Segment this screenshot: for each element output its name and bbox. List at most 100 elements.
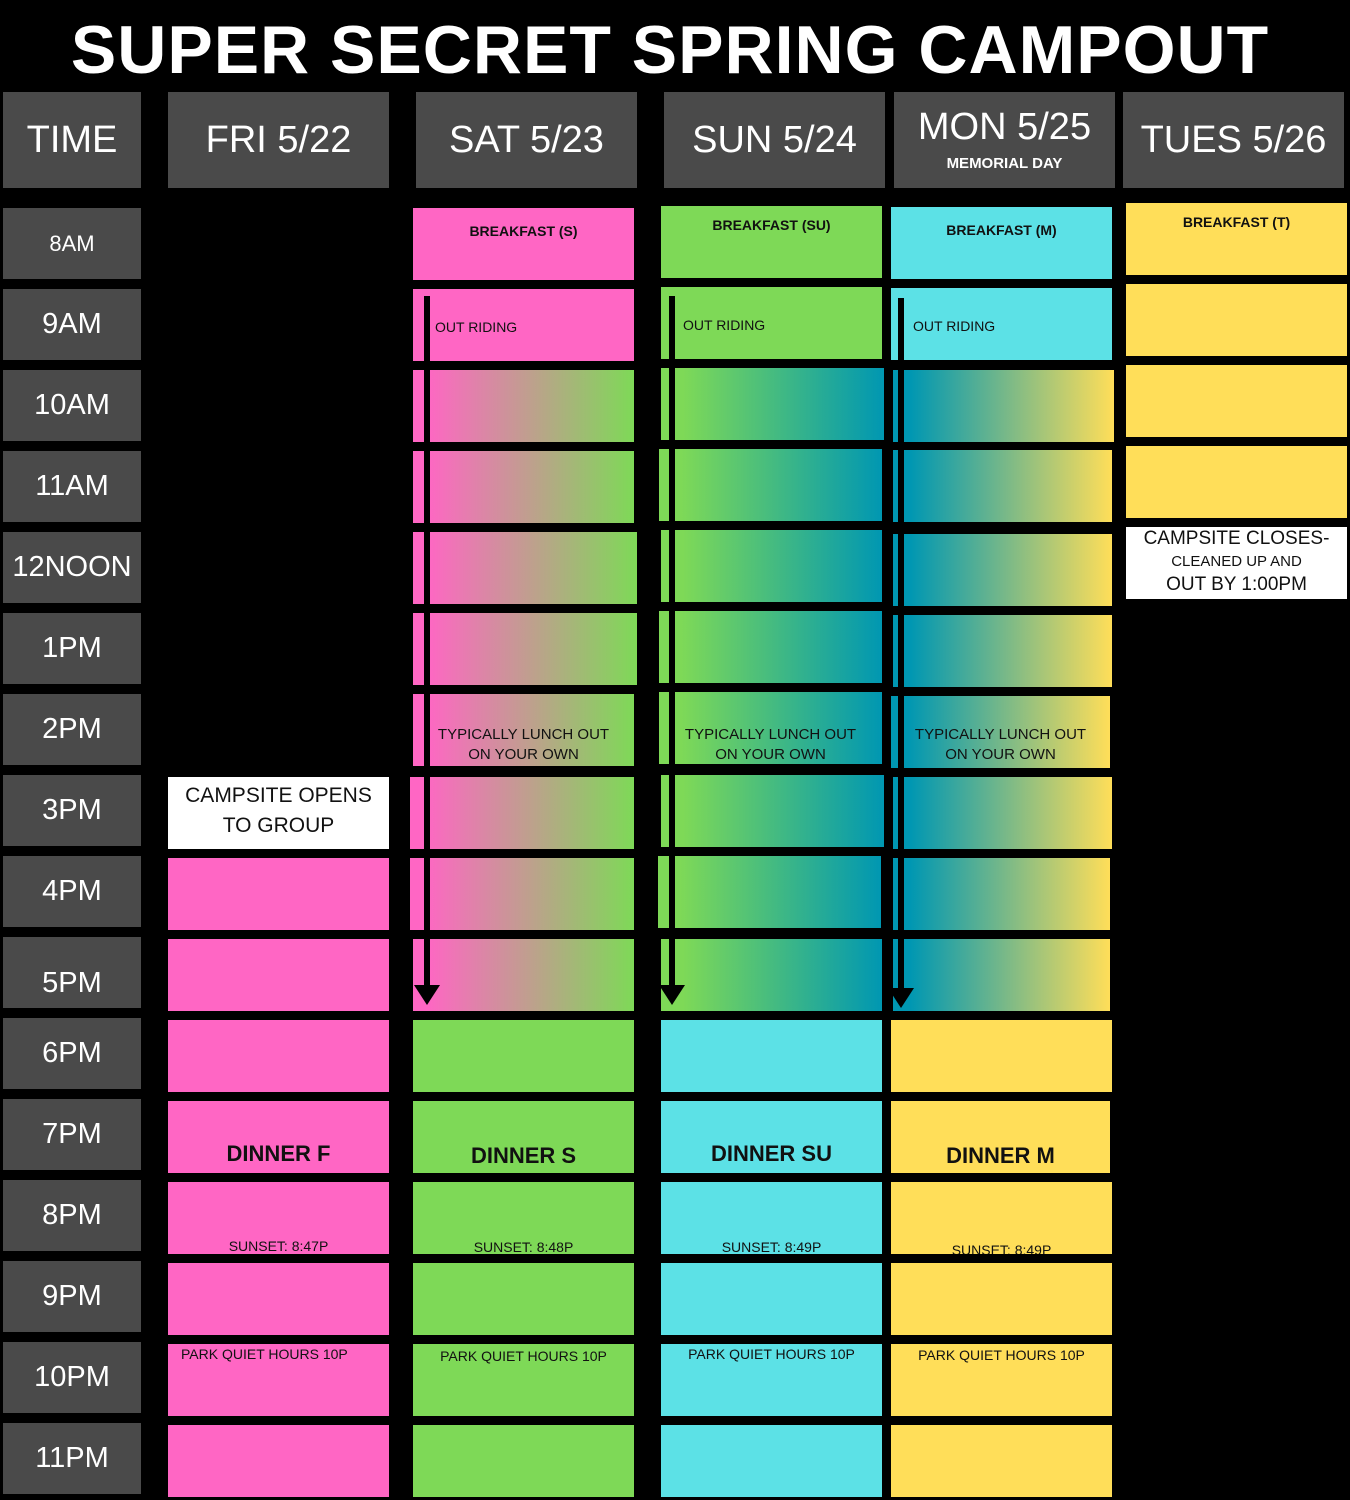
sat-slot-6pm	[413, 1020, 634, 1092]
header-sun: SUN 5/24	[664, 92, 885, 188]
fri-quiet-label: PARK QUIET HOURS 10P	[181, 1346, 348, 1362]
sun-out-riding: OUT RIDING	[661, 287, 882, 359]
mon-slot-10am	[893, 370, 1114, 442]
sun-quiet-hours: PARK QUIET HOURS 10P	[661, 1344, 882, 1416]
sat-riding-label: OUT RIDING	[435, 319, 518, 335]
sat-riding-arrow-line	[424, 296, 430, 986]
fri-opens-line-2: TO GROUP	[222, 814, 335, 837]
tue-campsite-closes: CAMPSITE CLOSES- CLEANED UP AND OUT BY 1…	[1126, 527, 1347, 599]
fri-slot-4pm	[168, 858, 389, 930]
mon-lunch-line-2: ON YOUR OWN	[945, 746, 1056, 763]
sun-slot-6pm	[661, 1020, 882, 1092]
sat-lunch-line-2: ON YOUR OWN	[468, 746, 579, 763]
sun-slot-1pm	[659, 611, 882, 683]
sun-quiet-label: PARK QUIET HOURS 10P	[688, 1346, 855, 1362]
header-tue-label: TUES 5/26	[1140, 119, 1327, 161]
tue-closes-line-3: OUT BY 1:00PM	[1166, 574, 1307, 595]
time-label: 10AM	[3, 370, 141, 441]
sat-dinner: DINNER S	[413, 1101, 634, 1173]
tue-slot-11am	[1126, 446, 1347, 518]
tue-slot-10am	[1126, 365, 1347, 437]
sun-slot-12noon	[661, 530, 882, 602]
fri-dinner-label: DINNER F	[226, 1141, 331, 1166]
sat-riding-arrow-head	[414, 985, 440, 1005]
fri-opens-line-1: CAMPSITE OPENS	[185, 784, 372, 807]
time-label: 5PM	[3, 937, 141, 1008]
fri-slot-9pm	[168, 1263, 389, 1335]
sat-quiet-label: PARK QUIET HOURS 10P	[440, 1348, 607, 1364]
header-mon-label: MON 5/25	[917, 106, 1092, 148]
sun-sunset-label: SUNSET: 8:49P	[721, 1239, 822, 1254]
sun-breakfast-label: BREAKFAST (SU)	[712, 217, 831, 233]
header-sun-label: SUN 5/24	[692, 119, 857, 161]
time-label: 9AM	[3, 289, 141, 360]
time-label: 4PM	[3, 856, 141, 927]
tue-closes-line-2: CLEANED UP AND	[1171, 553, 1302, 570]
time-label: 11PM	[3, 1423, 141, 1494]
mon-sunset: SUNSET: 8:49P	[891, 1182, 1112, 1254]
mon-riding-label: OUT RIDING	[913, 318, 996, 334]
time-label: 8PM	[3, 1180, 141, 1251]
sat-out-riding: OUT RIDING	[413, 289, 634, 361]
sun-slot-11pm	[661, 1425, 882, 1497]
mon-dinner: DINNER M	[891, 1101, 1110, 1173]
mon-out-riding: OUT RIDING	[891, 288, 1112, 360]
mon-slot-11am	[893, 450, 1112, 522]
header-sat-label: SAT 5/23	[449, 119, 604, 161]
mon-sunset-label: SUNSET: 8:49P	[951, 1242, 1052, 1254]
sat-slot-1pm	[413, 613, 637, 685]
header-fri-label: FRI 5/22	[205, 119, 352, 161]
mon-slot-3pm	[893, 777, 1112, 849]
sun-lunch: TYPICALLY LUNCH OUT ON YOUR OWN	[659, 692, 882, 764]
time-label: 2PM	[3, 694, 141, 765]
header-time: TIME	[3, 92, 141, 188]
time-label: 3PM	[3, 775, 141, 846]
mon-riding-arrow-head	[888, 988, 914, 1008]
fri-quiet-hours: PARK QUIET HOURS 10P	[168, 1344, 389, 1416]
header-time-label: TIME	[26, 119, 118, 161]
fri-campsite-opens: CAMPSITE OPENS TO GROUP	[168, 777, 389, 849]
fri-slot-11pm	[168, 1425, 389, 1497]
sat-slot-3pm	[410, 777, 634, 849]
mon-slot-9pm	[891, 1263, 1112, 1335]
sun-slot-3pm	[661, 775, 884, 847]
time-label: 10PM	[3, 1342, 141, 1413]
time-label: 8AM	[3, 208, 141, 279]
sat-slot-11pm	[413, 1425, 634, 1497]
header-fri: FRI 5/22	[168, 92, 389, 188]
tue-breakfast: BREAKFAST (T)	[1126, 203, 1347, 275]
mon-slot-11pm	[891, 1425, 1112, 1497]
sun-breakfast: BREAKFAST (SU)	[661, 206, 882, 278]
sun-riding-arrow-head	[659, 985, 685, 1005]
time-label: 11AM	[3, 451, 141, 522]
time-label: 9PM	[3, 1261, 141, 1332]
mon-slot-1pm	[893, 615, 1112, 687]
sun-dinner-label: DINNER SU	[710, 1141, 832, 1166]
tue-slot-9am	[1126, 284, 1347, 356]
mon-breakfast: BREAKFAST (M)	[891, 207, 1112, 279]
header-sat: SAT 5/23	[416, 92, 637, 188]
sun-lunch-line-1: TYPICALLY LUNCH OUT	[684, 726, 857, 743]
sun-slot-9pm	[661, 1263, 882, 1335]
sat-lunch-line-1: TYPICALLY LUNCH OUT	[437, 726, 610, 743]
time-label: 6PM	[3, 1018, 141, 1089]
sun-slot-4pm	[658, 856, 881, 928]
sat-slot-12noon	[413, 532, 637, 604]
sat-quiet-hours: PARK QUIET HOURS 10P	[413, 1344, 634, 1416]
mon-quiet-hours: PARK QUIET HOURS 10P	[891, 1344, 1112, 1416]
time-label: 12NOON	[3, 532, 141, 603]
sun-dinner: DINNER SU	[661, 1101, 882, 1173]
time-label: 7PM	[3, 1099, 141, 1170]
sun-riding-label: OUT RIDING	[683, 317, 766, 333]
sat-dinner-label: DINNER S	[470, 1143, 577, 1168]
sat-slot-4pm	[410, 858, 634, 930]
mon-slot-6pm	[891, 1020, 1112, 1092]
sat-lunch: TYPICALLY LUNCH OUT ON YOUR OWN	[413, 694, 634, 766]
page-title: SUPER SECRET SPRING CAMPOUT	[70, 12, 1270, 88]
mon-slot-4pm	[893, 858, 1110, 930]
fri-slot-5pm	[168, 939, 389, 1011]
sat-breakfast: BREAKFAST (S)	[413, 208, 634, 280]
mon-slot-12noon	[893, 534, 1112, 606]
time-label: 1PM	[3, 613, 141, 684]
fri-dinner: DINNER F	[168, 1101, 389, 1173]
